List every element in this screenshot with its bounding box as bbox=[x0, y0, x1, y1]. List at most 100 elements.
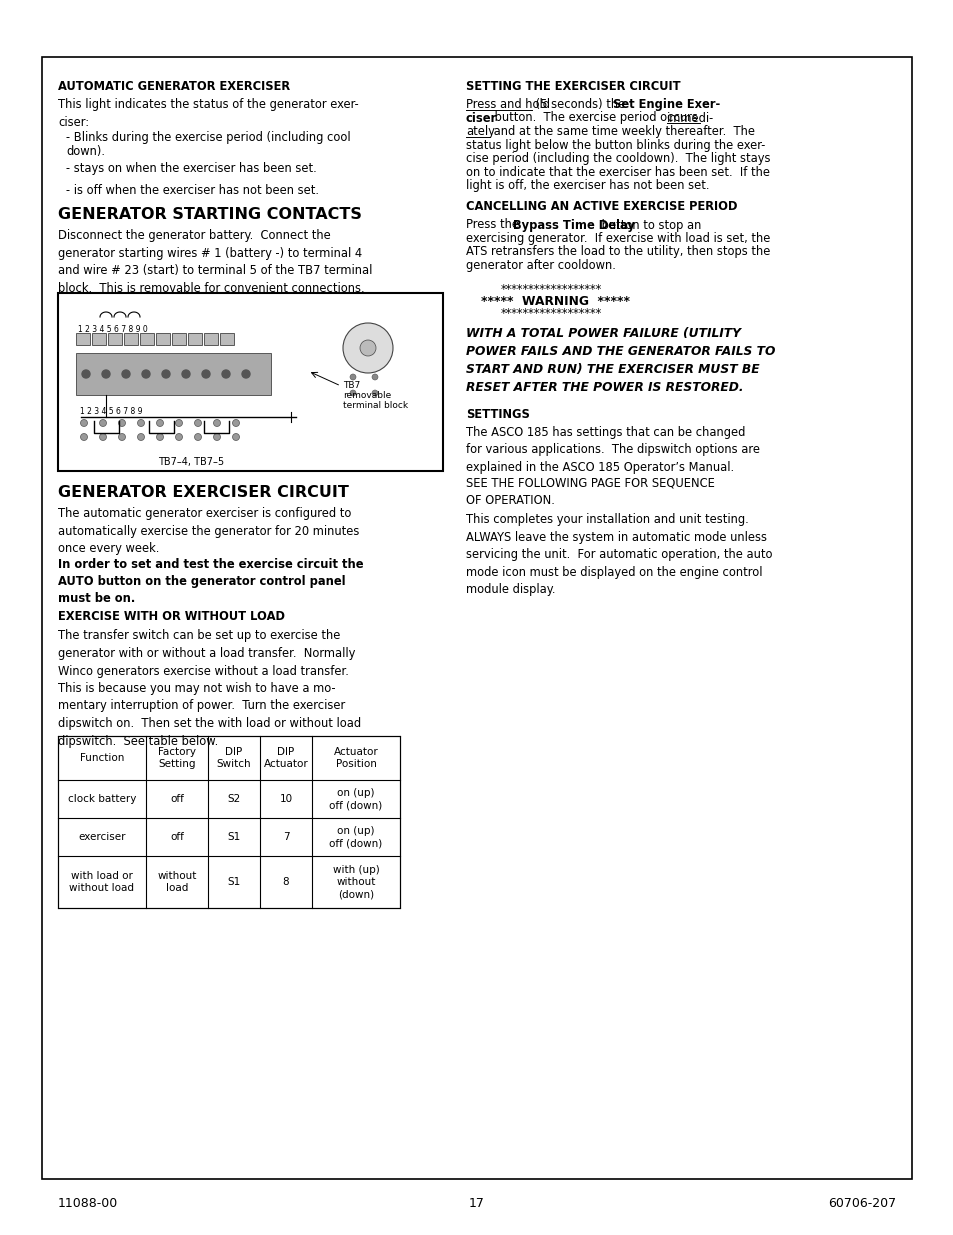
Text: button.  The exercise period occurs: button. The exercise period occurs bbox=[491, 111, 700, 125]
Bar bbox=[204, 333, 218, 345]
Circle shape bbox=[102, 370, 110, 378]
Circle shape bbox=[350, 390, 355, 396]
Text: terminal block: terminal block bbox=[343, 401, 408, 410]
Circle shape bbox=[194, 420, 201, 426]
Text: This light indicates the status of the generator exer-
ciser:: This light indicates the status of the g… bbox=[58, 98, 358, 128]
Text: exercising generator.  If exercise with load is set, the: exercising generator. If exercise with l… bbox=[465, 232, 770, 245]
Text: *****  WARNING  *****: ***** WARNING ***** bbox=[480, 295, 629, 308]
Circle shape bbox=[213, 420, 220, 426]
Circle shape bbox=[182, 370, 190, 378]
Bar bbox=[220, 333, 233, 345]
Text: S1: S1 bbox=[227, 877, 240, 887]
Text: status light below the button blinks during the exer-: status light below the button blinks dur… bbox=[465, 138, 764, 152]
Text: - is off when the exerciser has not been set.: - is off when the exerciser has not been… bbox=[66, 184, 318, 196]
Circle shape bbox=[142, 370, 150, 378]
Text: with (up)
without
(down): with (up) without (down) bbox=[333, 864, 379, 899]
Text: clock battery: clock battery bbox=[68, 794, 136, 804]
Text: 1 2 3 4 5 6 7 8 9: 1 2 3 4 5 6 7 8 9 bbox=[80, 408, 142, 416]
Text: Factory
Setting: Factory Setting bbox=[158, 747, 195, 769]
Circle shape bbox=[175, 433, 182, 441]
Text: S1: S1 bbox=[227, 832, 240, 842]
Text: The automatic generator exerciser is configured to
automatically exercise the ge: The automatic generator exerciser is con… bbox=[58, 508, 359, 555]
Text: on (up)
off (down): on (up) off (down) bbox=[329, 826, 382, 848]
Text: CANCELLING AN ACTIVE EXERCISE PERIOD: CANCELLING AN ACTIVE EXERCISE PERIOD bbox=[465, 200, 737, 214]
Text: 17: 17 bbox=[469, 1197, 484, 1210]
Circle shape bbox=[118, 420, 126, 426]
Text: immedi-: immedi- bbox=[666, 111, 713, 125]
Bar bbox=[108, 333, 122, 345]
Text: ATS retransfers the load to the utility, then stops the: ATS retransfers the load to the utility,… bbox=[465, 246, 770, 258]
Text: 1 2 3 4 5 6 7 8 9 0: 1 2 3 4 5 6 7 8 9 0 bbox=[78, 325, 148, 333]
Circle shape bbox=[233, 433, 239, 441]
Text: ******************: ****************** bbox=[500, 308, 601, 321]
Text: GENERATOR STARTING CONTACTS: GENERATOR STARTING CONTACTS bbox=[58, 207, 361, 222]
Text: The ASCO 185 has settings that can be changed
for various applications.  The dip: The ASCO 185 has settings that can be ch… bbox=[465, 426, 760, 474]
Text: - Blinks during the exercise period (including cool: - Blinks during the exercise period (inc… bbox=[66, 131, 351, 144]
Text: without
load: without load bbox=[157, 871, 196, 893]
Circle shape bbox=[372, 374, 377, 380]
Text: exerciser: exerciser bbox=[78, 832, 126, 842]
Circle shape bbox=[194, 433, 201, 441]
Text: 8: 8 bbox=[282, 877, 289, 887]
Text: cise period (including the cooldown).  The light stays: cise period (including the cooldown). Th… bbox=[465, 152, 770, 165]
Circle shape bbox=[233, 420, 239, 426]
Text: down).: down). bbox=[66, 144, 105, 158]
Text: TB7–4, TB7–5: TB7–4, TB7–5 bbox=[158, 457, 224, 467]
Text: AUTOMATIC GENERATOR EXERCISER: AUTOMATIC GENERATOR EXERCISER bbox=[58, 80, 290, 93]
Text: and at the same time weekly thereafter.  The: and at the same time weekly thereafter. … bbox=[489, 125, 754, 138]
Circle shape bbox=[82, 370, 90, 378]
Text: SETTINGS: SETTINGS bbox=[465, 408, 529, 421]
Text: Bypass Time Delay: Bypass Time Delay bbox=[513, 219, 635, 231]
Circle shape bbox=[359, 340, 375, 356]
Text: EXERCISE WITH OR WITHOUT LOAD: EXERCISE WITH OR WITHOUT LOAD bbox=[58, 610, 285, 622]
Circle shape bbox=[137, 433, 144, 441]
Circle shape bbox=[372, 390, 377, 396]
Circle shape bbox=[122, 370, 130, 378]
Text: Disconnect the generator battery.  Connect the
generator starting wires # 1 (bat: Disconnect the generator battery. Connec… bbox=[58, 228, 372, 294]
Bar bbox=[76, 353, 271, 395]
Bar bbox=[172, 333, 186, 345]
Text: S2: S2 bbox=[227, 794, 240, 804]
Circle shape bbox=[242, 370, 250, 378]
Text: Press the: Press the bbox=[465, 219, 522, 231]
Text: TB7: TB7 bbox=[343, 382, 360, 390]
Text: Set Engine Exer-: Set Engine Exer- bbox=[613, 98, 720, 111]
Text: The transfer switch can be set up to exercise the
generator with or without a lo: The transfer switch can be set up to exe… bbox=[58, 630, 361, 747]
Text: Press and hold: Press and hold bbox=[465, 98, 550, 111]
Text: generator after cooldown.: generator after cooldown. bbox=[465, 259, 616, 272]
Circle shape bbox=[99, 433, 107, 441]
Circle shape bbox=[175, 420, 182, 426]
Circle shape bbox=[222, 370, 230, 378]
Text: light is off, the exerciser has not been set.: light is off, the exerciser has not been… bbox=[465, 179, 709, 191]
Text: DIP
Actuator: DIP Actuator bbox=[263, 747, 308, 769]
Text: on to indicate that the exerciser has been set.  If the: on to indicate that the exerciser has be… bbox=[465, 165, 769, 179]
Circle shape bbox=[350, 374, 355, 380]
Bar bbox=[124, 333, 138, 345]
Text: Function: Function bbox=[80, 753, 124, 763]
Text: 60706-207: 60706-207 bbox=[827, 1197, 895, 1210]
Bar bbox=[76, 333, 90, 345]
Circle shape bbox=[202, 370, 210, 378]
Circle shape bbox=[137, 420, 144, 426]
Text: 11088-00: 11088-00 bbox=[58, 1197, 118, 1210]
Bar bbox=[91, 333, 106, 345]
Text: DIP
Switch: DIP Switch bbox=[216, 747, 251, 769]
Text: - stays on when the exerciser has been set.: - stays on when the exerciser has been s… bbox=[66, 162, 316, 175]
Text: GENERATOR EXERCISER CIRCUIT: GENERATOR EXERCISER CIRCUIT bbox=[58, 485, 349, 500]
Circle shape bbox=[118, 433, 126, 441]
Text: Actuator
Position: Actuator Position bbox=[334, 747, 378, 769]
Circle shape bbox=[213, 433, 220, 441]
Text: removable: removable bbox=[343, 391, 391, 400]
Text: 10: 10 bbox=[279, 794, 293, 804]
Text: off: off bbox=[170, 794, 184, 804]
Bar bbox=[58, 736, 399, 908]
Circle shape bbox=[80, 433, 88, 441]
Bar bbox=[188, 333, 202, 345]
Text: (5 seconds) the: (5 seconds) the bbox=[532, 98, 629, 111]
Text: 7: 7 bbox=[282, 832, 289, 842]
Text: on (up)
off (down): on (up) off (down) bbox=[329, 788, 382, 810]
Bar bbox=[156, 333, 170, 345]
Text: ******************: ****************** bbox=[500, 283, 601, 295]
Text: SEE THE FOLLOWING PAGE FOR SEQUENCE
OF OPERATION.: SEE THE FOLLOWING PAGE FOR SEQUENCE OF O… bbox=[465, 477, 714, 506]
Text: WITH A TOTAL POWER FAILURE (UTILITY
POWER FAILS AND THE GENERATOR FAILS TO
START: WITH A TOTAL POWER FAILURE (UTILITY POWE… bbox=[465, 327, 775, 394]
